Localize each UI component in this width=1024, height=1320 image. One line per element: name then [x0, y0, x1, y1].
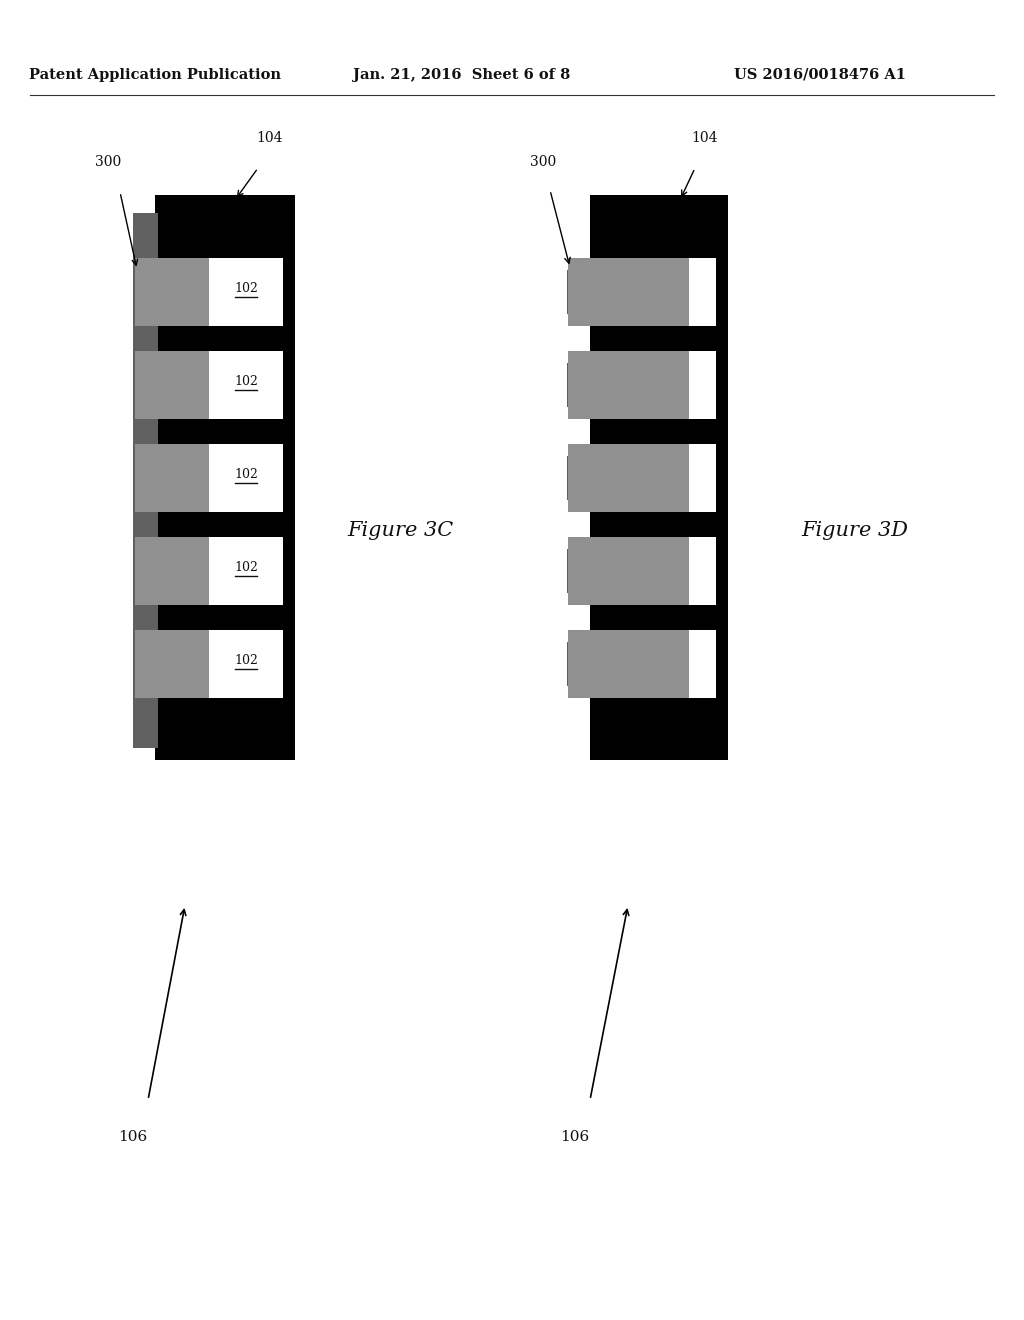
Bar	[160, 630, 283, 697]
Bar	[133, 213, 158, 748]
Bar	[567, 363, 586, 407]
Text: US 2016/0018476 A1: US 2016/0018476 A1	[734, 69, 906, 82]
Text: Figure 3C: Figure 3C	[347, 520, 454, 540]
Bar	[567, 269, 586, 314]
Bar	[135, 351, 209, 418]
Text: 104: 104	[692, 131, 718, 145]
Text: 102: 102	[234, 561, 258, 574]
Text: 102: 102	[234, 653, 258, 667]
Bar	[594, 630, 716, 697]
Text: 300: 300	[95, 154, 121, 169]
Bar	[160, 351, 283, 418]
Bar	[568, 351, 689, 418]
Bar	[568, 444, 689, 511]
Bar	[594, 536, 716, 605]
Bar	[160, 257, 283, 326]
Text: 300: 300	[530, 154, 556, 169]
Bar	[567, 642, 586, 685]
Text: Jan. 21, 2016  Sheet 6 of 8: Jan. 21, 2016 Sheet 6 of 8	[353, 69, 570, 82]
Text: Patent Application Publication: Patent Application Publication	[29, 69, 281, 82]
Text: 106: 106	[118, 1130, 147, 1144]
Text: 102: 102	[234, 375, 258, 388]
Bar	[567, 455, 586, 499]
Bar	[590, 195, 728, 760]
Text: 106: 106	[560, 1130, 589, 1144]
Bar	[135, 630, 209, 697]
Bar	[567, 549, 586, 593]
Text: Figure 3D: Figure 3D	[802, 520, 908, 540]
Bar	[155, 195, 295, 760]
Bar	[160, 536, 283, 605]
Bar	[594, 351, 716, 418]
Text: 102: 102	[234, 282, 258, 294]
Bar	[594, 444, 716, 511]
Bar	[135, 444, 209, 511]
Text: 102: 102	[234, 469, 258, 480]
Bar	[160, 444, 283, 511]
Bar	[135, 257, 209, 326]
Bar	[568, 257, 689, 326]
Bar	[594, 257, 716, 326]
Bar	[568, 536, 689, 605]
Bar	[135, 536, 209, 605]
Bar	[568, 630, 689, 697]
Text: 104: 104	[257, 131, 284, 145]
